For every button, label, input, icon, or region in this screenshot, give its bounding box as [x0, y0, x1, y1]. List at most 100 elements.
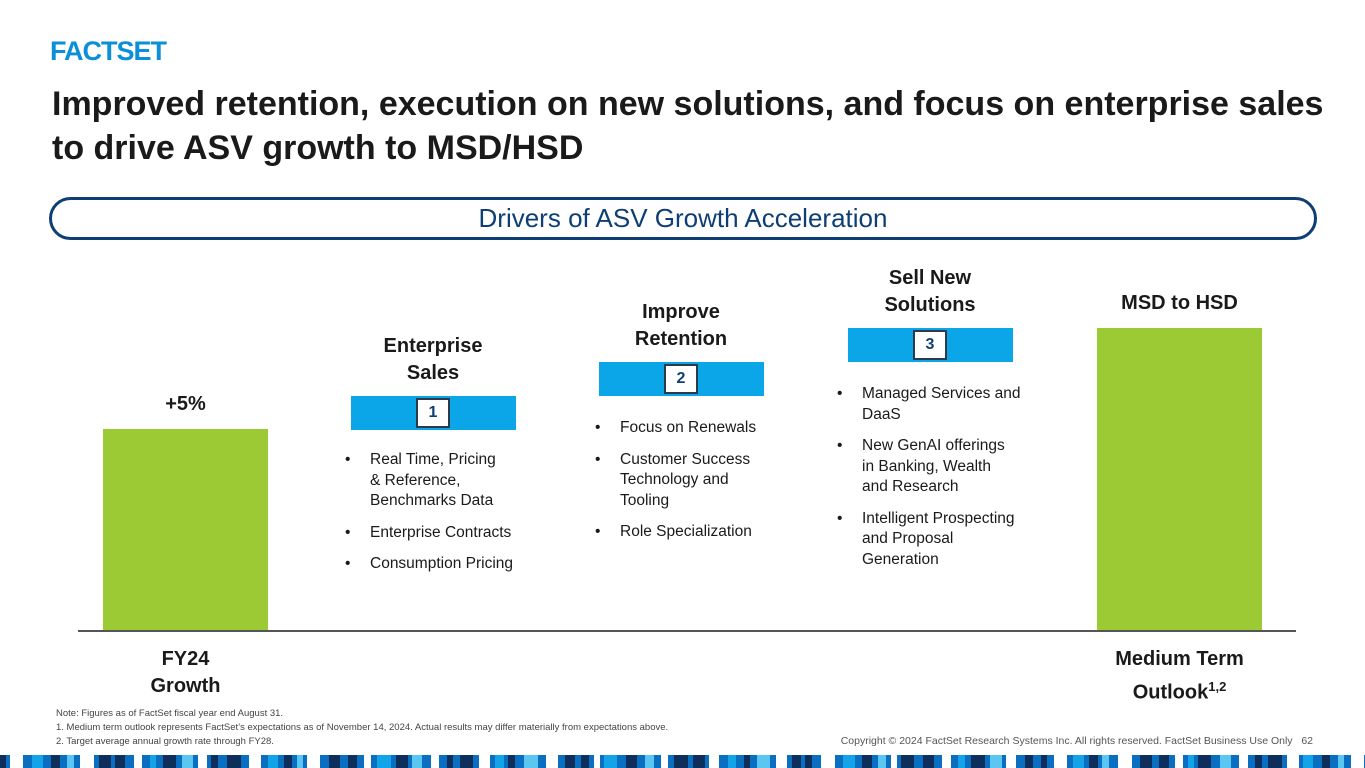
footer-stripe — [728, 755, 736, 768]
page-title: Improved retention, execution on new sol… — [52, 85, 1324, 167]
footnotes: Note: Figures as of FactSet fiscal year … — [56, 707, 668, 749]
footer-stripe — [460, 755, 473, 768]
footnote: 1. Medium term outlook represents FactSe… — [56, 722, 669, 733]
footer-stripe — [645, 755, 654, 768]
driver-number-badge: 1 — [416, 398, 450, 428]
footer-stripe — [329, 755, 340, 768]
footer-stripe — [862, 755, 872, 768]
footer-stripe — [0, 755, 6, 768]
footer-stripe — [1239, 755, 1248, 768]
footer-stripe — [182, 755, 193, 768]
footer-stripe — [1102, 755, 1109, 768]
footer-stripe — [115, 755, 125, 768]
footer-stripe — [709, 755, 719, 768]
footer-stripe — [227, 755, 241, 768]
footer-stripe — [1175, 755, 1183, 768]
footer-stripe — [1054, 755, 1067, 768]
bar-medium-term — [1097, 328, 1262, 631]
driver-bullet-item: Role Specialization — [593, 522, 813, 543]
footer-stripe — [1188, 755, 1194, 768]
footer-stripe — [51, 755, 60, 768]
footer-stripe — [364, 755, 371, 768]
footer-stripe — [546, 755, 558, 768]
footer-stripe — [891, 755, 897, 768]
x-axis-label: Medium Term Outlook1,2 — [1115, 648, 1244, 704]
footer-stripe — [198, 755, 207, 768]
drivers-banner: Drivers of ASV Growth Acceleration — [49, 197, 1317, 240]
footer-stripe — [1073, 755, 1084, 768]
footer-stripe — [942, 755, 951, 768]
footer-stripe — [1089, 755, 1098, 768]
footer-stripe — [307, 755, 320, 768]
footer-stripe — [10, 755, 23, 768]
driver-bullet-item: Consumption Pricing — [343, 554, 563, 575]
footer-stripe — [971, 755, 985, 768]
footer-stripe — [626, 755, 637, 768]
footer-stripe — [594, 755, 600, 768]
driver-bullet-item: Real Time, Pricing& Reference,Benchmarks… — [343, 450, 563, 512]
footer-stripe — [1220, 755, 1231, 768]
footer-stripe — [1351, 755, 1364, 768]
footer-stripe — [581, 755, 589, 768]
driver-bar: 2 — [599, 362, 764, 396]
footer-stripe — [377, 755, 391, 768]
footer-stripe — [661, 755, 668, 768]
footer-stripe — [134, 755, 142, 768]
footer-stripe — [565, 755, 575, 768]
chart-baseline — [78, 630, 1296, 632]
driver-bullet-item: Focus on Renewals — [593, 418, 813, 439]
footer-stripe — [1041, 755, 1047, 768]
footer-stripe — [268, 755, 278, 768]
copyright-text: Copyright © 2024 FactSet Research System… — [840, 735, 1293, 747]
footer-stripe — [792, 755, 801, 768]
footnote: 2. Target average annual growth rate thr… — [56, 736, 274, 747]
footer-stripe — [99, 755, 111, 768]
footer-stripe — [604, 755, 617, 768]
footer-stripe — [249, 755, 261, 768]
bar-fy24 — [103, 429, 268, 631]
footer-stripe — [150, 755, 156, 768]
footer-stripe — [1159, 755, 1169, 768]
footer-stripe — [163, 755, 176, 768]
factset-logo: FACTSET — [50, 36, 167, 66]
footer-stripe — [80, 755, 94, 768]
footer-stripe — [821, 755, 835, 768]
footer-stripe — [878, 755, 886, 768]
footer-stripe — [284, 755, 292, 768]
driver-bullet-list: Focus on Renewals Customer SuccessTechnol… — [593, 418, 813, 554]
footer-stripe — [923, 755, 934, 768]
footer-stripe — [1322, 755, 1330, 768]
footer-stripe — [1006, 755, 1016, 768]
bar-value-label: +5% — [165, 393, 206, 415]
footer-stripe — [396, 755, 408, 768]
footer-stripe — [479, 755, 490, 768]
driver-bar: 3 — [848, 328, 1013, 362]
footer-stripe — [1025, 755, 1033, 768]
driver-bar: 1 — [351, 396, 516, 430]
footer-stripe — [447, 755, 453, 768]
footer-stripe — [744, 755, 750, 768]
driver-number-badge: 2 — [664, 364, 698, 394]
footer-stripe — [297, 755, 303, 768]
driver-bullet-item: Enterprise Contracts — [343, 523, 563, 544]
footer-stripe — [776, 755, 787, 768]
footer-stripe — [495, 755, 504, 768]
footnote: Note: Figures as of FactSet fiscal year … — [56, 708, 284, 719]
page-number: 62 — [1301, 735, 1313, 747]
driver-number-badge: 3 — [913, 330, 947, 360]
footer-stripe — [348, 755, 357, 768]
driver-heading: Sell New Solutions — [884, 267, 976, 316]
bar-value-label: MSD to HSD — [1121, 292, 1238, 314]
footer-stripe — [431, 755, 439, 768]
footer-stripe — [1287, 755, 1299, 768]
footer-stripe — [693, 755, 705, 768]
x-axis-label: FY24 Growth — [150, 648, 221, 697]
footer-stripe — [1118, 755, 1132, 768]
driver-heading: Enterprise Sales — [383, 335, 483, 384]
footer-stripe — [524, 755, 538, 768]
